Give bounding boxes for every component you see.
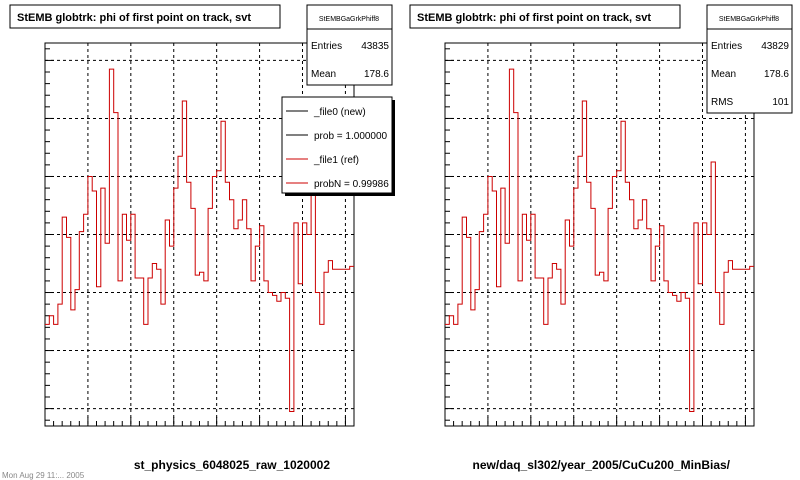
legend-label-4: probN = 0.99986	[314, 179, 389, 190]
chart-panel-1: StEMB globtrk: phi of first point on tra…	[9, 4, 395, 472]
stats-label: Mean	[711, 69, 736, 80]
title-box	[409, 4, 681, 29]
x-axis-label: st_physics_6048025_raw_1020002	[134, 458, 330, 472]
stats-label: Entries	[311, 41, 342, 52]
stats-value: 43829	[761, 41, 789, 52]
stats-label: Entries	[711, 41, 742, 52]
chart-title: StEMB globtrk: phi of first point on tra…	[417, 12, 651, 24]
stats-value: 43835	[361, 41, 389, 52]
stats-value: 178.6	[764, 69, 789, 80]
stats-name: StEMBGaGrkPhiff8	[319, 16, 379, 23]
legend-box	[281, 96, 393, 194]
stats-box	[306, 4, 393, 86]
histogram-series-line	[445, 68, 754, 412]
stats-label: RMS	[711, 97, 734, 108]
chart-title: StEMB globtrk: phi of first point on tra…	[17, 12, 251, 24]
stats-name: StEMBGaGrkPhiff8	[719, 16, 779, 23]
stats-value: 178.6	[364, 69, 389, 80]
legend-label-3: _file1 (ref)	[313, 155, 359, 166]
title-box	[9, 4, 281, 29]
stats-value: 101	[772, 97, 789, 108]
stats-label: Mean	[311, 69, 336, 80]
legend-label-1: _file0 (new)	[313, 107, 366, 118]
x-axis-label: new/daq_sl302/year_2005/CuCu200_MinBias/	[473, 458, 731, 472]
chart-panel-2: StEMB globtrk: phi of first point on tra…	[409, 4, 793, 472]
legend-label-2: prob = 1.000000	[314, 131, 388, 142]
histogram-series-line	[45, 68, 354, 412]
stats-box	[706, 4, 793, 114]
footer-text: Mon Aug 29 11:... 2005	[2, 471, 85, 480]
